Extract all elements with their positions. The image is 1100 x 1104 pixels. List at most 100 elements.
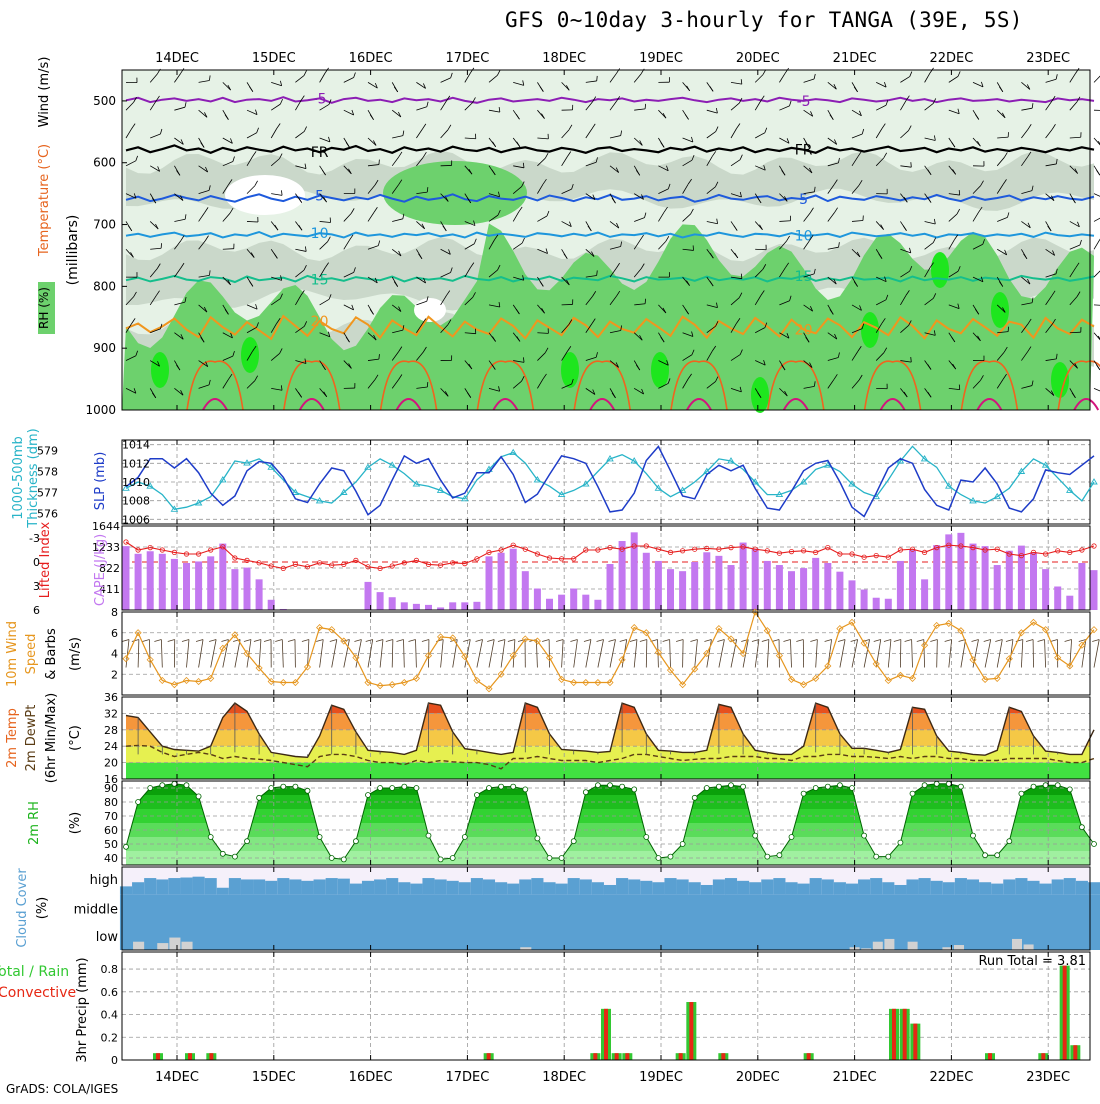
- cloud-high-bar: [132, 882, 144, 894]
- precip-conv-bar: [156, 1053, 160, 1060]
- rh-point: [124, 844, 129, 849]
- cloud-high-bar: [955, 878, 967, 895]
- cloud-high-bar: [725, 878, 737, 895]
- wind-barb-10m-flag: [409, 640, 416, 642]
- slp-line: [126, 447, 1094, 517]
- contour-label: 5: [315, 188, 324, 204]
- wind-barb-10m: [1094, 640, 1099, 668]
- wind-barb-10m-flag: [995, 640, 1002, 642]
- wind-tick-label: 8: [111, 606, 118, 619]
- cloud-mid-bar: [483, 895, 496, 950]
- cloud-low-bar: [884, 939, 894, 950]
- cloud-mid-bar: [761, 895, 774, 950]
- cloud-high-bar: [386, 878, 398, 895]
- cloud-high-bar: [338, 879, 350, 895]
- rh-point: [922, 783, 927, 788]
- rh-point: [946, 781, 951, 786]
- cape-bar: [1030, 552, 1037, 610]
- rh-point: [257, 795, 262, 800]
- cloud-mid-bar: [1040, 895, 1053, 950]
- cloud-mid-bar: [253, 895, 266, 950]
- wind-barb-10m: [670, 640, 671, 668]
- cloud-high-bar: [580, 879, 592, 894]
- rh-point: [741, 784, 746, 789]
- wind-barb-10m-flag: [884, 640, 891, 642]
- rh-point: [995, 853, 1000, 858]
- rh-point: [825, 784, 830, 789]
- cloud-high-bar: [592, 882, 604, 894]
- cloud-ylabel-unit: (%): [35, 897, 50, 920]
- cloud-high-bar: [810, 878, 822, 895]
- cloud-mid-bar: [362, 895, 375, 950]
- cloud-level-label: low: [96, 930, 119, 945]
- cape-bar: [1066, 596, 1073, 610]
- rh-point: [850, 786, 855, 791]
- cloud-high-bar: [398, 882, 410, 894]
- precip-conv-bar: [903, 1009, 907, 1060]
- wind-barb-10m-flag: [330, 640, 337, 642]
- cloud-high-bar: [652, 882, 664, 894]
- precip-tick-label: 0.8: [101, 963, 119, 976]
- cape-bar: [970, 544, 977, 610]
- precip-conv-bar: [1063, 966, 1067, 1060]
- rh-point: [910, 791, 915, 796]
- cape-bar: [667, 569, 674, 610]
- precip-conv-bar: [615, 1053, 619, 1060]
- wind-barb-10m-flag: [584, 640, 591, 642]
- cape-bar: [425, 605, 432, 610]
- rh-point: [583, 790, 588, 795]
- rh-point: [220, 851, 225, 856]
- rh-point: [523, 787, 528, 792]
- rh-saturated-blob: [931, 252, 949, 288]
- cape-bar: [231, 569, 238, 610]
- cloud-mid-bar: [568, 895, 581, 950]
- rh-point: [571, 839, 576, 844]
- wind-barb-10m: [282, 640, 283, 668]
- wind-barb-10m-flag: [620, 640, 627, 642]
- wind-barb-10m-flag: [570, 640, 577, 642]
- cape-bar: [449, 602, 456, 610]
- rh-point: [632, 787, 637, 792]
- cape-bar: [933, 545, 940, 610]
- contour-label: 5: [799, 192, 808, 208]
- cape-bar: [715, 556, 722, 610]
- wind-barb-10m-flag: [182, 640, 189, 642]
- wind-barb-10m-flag: [168, 640, 175, 642]
- cape-bar: [582, 595, 589, 610]
- contour-label: 15: [311, 273, 329, 289]
- wind-barb-10m: [392, 640, 393, 668]
- rh-point: [765, 854, 770, 859]
- cape-bar: [836, 572, 843, 610]
- cloud-high-bar: [253, 879, 265, 894]
- cloud-high-bar: [1076, 881, 1088, 895]
- rh-point: [172, 781, 177, 786]
- date-label-bottom: 15DEC: [252, 1070, 296, 1085]
- cloud-mid-bar: [519, 895, 532, 950]
- temp-band: [122, 763, 1090, 779]
- rh-point: [595, 783, 600, 788]
- rh-point: [487, 786, 492, 791]
- cloud-high-bar: [701, 885, 713, 895]
- temp-tick-label: 28: [104, 724, 118, 737]
- cloud-high-bar: [410, 884, 422, 895]
- wind-barb-10m-flag: [354, 640, 361, 642]
- cape-bar: [486, 556, 493, 610]
- cloud-high-bar: [834, 882, 846, 894]
- cloud-high-bar: [217, 888, 229, 895]
- cloud-high-bar: [894, 885, 906, 895]
- contour-label: FR: [311, 145, 329, 161]
- wind-barb-10m-flag: [154, 640, 161, 642]
- wind-barb: [1094, 240, 1100, 249]
- wind-barb: [1094, 269, 1100, 277]
- rh-point: [402, 784, 407, 789]
- cape-bar: [1091, 570, 1098, 610]
- rh-point: [499, 784, 504, 789]
- temp-band: [122, 697, 1090, 713]
- cape-bar: [691, 562, 698, 610]
- cloud-mid-bar: [785, 895, 798, 950]
- cloud-mid-bar: [398, 895, 411, 950]
- wind-barb-10m-flag: [1092, 640, 1099, 642]
- cloud-mid-bar: [350, 895, 363, 950]
- cloud-mid-bar: [338, 895, 351, 950]
- cape-bar: [873, 598, 880, 610]
